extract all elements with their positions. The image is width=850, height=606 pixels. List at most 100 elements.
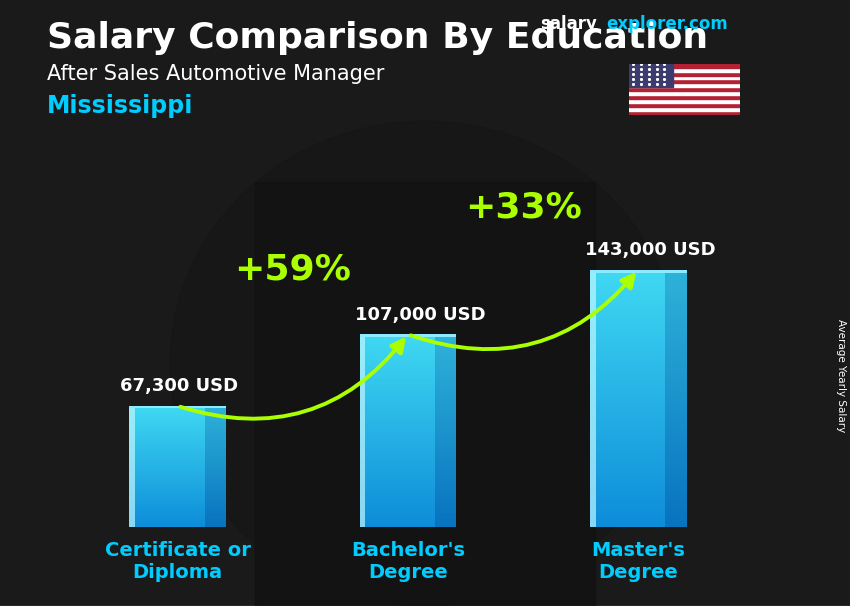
Bar — [435, 350, 456, 352]
Bar — [360, 376, 435, 378]
Bar — [666, 342, 687, 345]
Bar — [0, 601, 850, 604]
Bar — [0, 603, 850, 606]
Bar — [590, 428, 666, 431]
Bar — [435, 415, 456, 416]
Bar — [435, 488, 456, 490]
Bar — [590, 401, 666, 403]
Bar — [205, 482, 226, 483]
Bar — [590, 390, 666, 392]
Bar — [0, 601, 850, 604]
Bar — [360, 448, 435, 450]
Bar — [360, 487, 435, 488]
Text: +33%: +33% — [465, 191, 581, 225]
Bar — [590, 377, 666, 379]
Bar — [360, 386, 435, 387]
Bar — [666, 431, 687, 433]
Bar — [129, 517, 205, 518]
Bar — [590, 336, 666, 338]
Bar — [666, 512, 687, 514]
Bar — [0, 602, 850, 605]
Text: +59%: +59% — [235, 253, 351, 287]
Bar — [129, 428, 205, 429]
Bar — [129, 424, 205, 425]
Bar — [360, 364, 435, 365]
Bar — [666, 473, 687, 476]
Bar — [435, 391, 456, 392]
Bar — [129, 476, 205, 477]
Bar — [0, 602, 850, 605]
Bar — [590, 287, 666, 289]
Bar — [629, 92, 740, 95]
Bar — [360, 466, 435, 468]
Bar — [0, 600, 850, 603]
Bar — [590, 304, 666, 306]
Text: Average Yearly Salary: Average Yearly Salary — [836, 319, 846, 432]
Bar — [360, 423, 435, 424]
Bar — [0, 603, 850, 606]
Bar — [0, 601, 850, 604]
Bar — [0, 602, 850, 605]
Bar — [0, 602, 850, 605]
Bar — [590, 332, 666, 334]
Bar — [129, 451, 205, 453]
Bar — [360, 339, 435, 341]
Bar — [360, 460, 435, 461]
Bar — [205, 502, 226, 503]
Bar — [666, 304, 687, 306]
Bar — [0, 602, 850, 605]
Bar — [629, 68, 740, 72]
Bar — [590, 521, 666, 523]
Bar — [360, 497, 435, 498]
Bar — [360, 508, 435, 510]
Bar — [435, 381, 456, 382]
Bar — [360, 451, 435, 453]
Bar — [129, 516, 205, 517]
Bar — [435, 484, 456, 485]
FancyArrowPatch shape — [180, 340, 404, 419]
Bar — [590, 480, 666, 482]
Bar — [360, 458, 435, 460]
Bar — [435, 349, 456, 350]
Bar — [0, 601, 850, 604]
Bar — [360, 370, 435, 371]
Bar — [435, 458, 456, 460]
Bar — [0, 602, 850, 605]
Bar — [666, 274, 687, 276]
Bar — [0, 603, 850, 606]
Bar — [205, 410, 226, 411]
Bar — [0, 602, 850, 605]
Bar — [435, 396, 456, 397]
Bar — [129, 482, 205, 483]
Bar — [205, 464, 226, 465]
Text: 143,000 USD: 143,000 USD — [586, 241, 716, 259]
Bar — [0, 600, 850, 603]
Bar — [129, 465, 205, 467]
Bar — [590, 525, 666, 527]
Bar — [0, 600, 850, 603]
Bar — [666, 523, 687, 525]
Bar — [129, 467, 205, 468]
Bar — [666, 401, 687, 403]
Bar — [129, 413, 205, 414]
Bar — [129, 441, 205, 442]
Bar — [0, 601, 850, 604]
Bar — [0, 600, 850, 603]
Bar — [129, 521, 205, 522]
Bar — [129, 421, 205, 422]
Bar — [0, 600, 850, 603]
Bar — [590, 298, 666, 299]
Bar — [590, 274, 666, 276]
Bar — [0, 602, 850, 605]
Bar — [360, 434, 435, 436]
Bar — [360, 453, 435, 455]
Bar — [205, 484, 226, 485]
Bar — [129, 415, 205, 416]
Bar — [0, 603, 850, 606]
Bar — [205, 486, 226, 487]
Bar — [205, 416, 226, 417]
Bar — [360, 382, 435, 384]
Bar — [205, 459, 226, 461]
Bar — [0, 601, 850, 604]
Bar — [360, 389, 435, 391]
